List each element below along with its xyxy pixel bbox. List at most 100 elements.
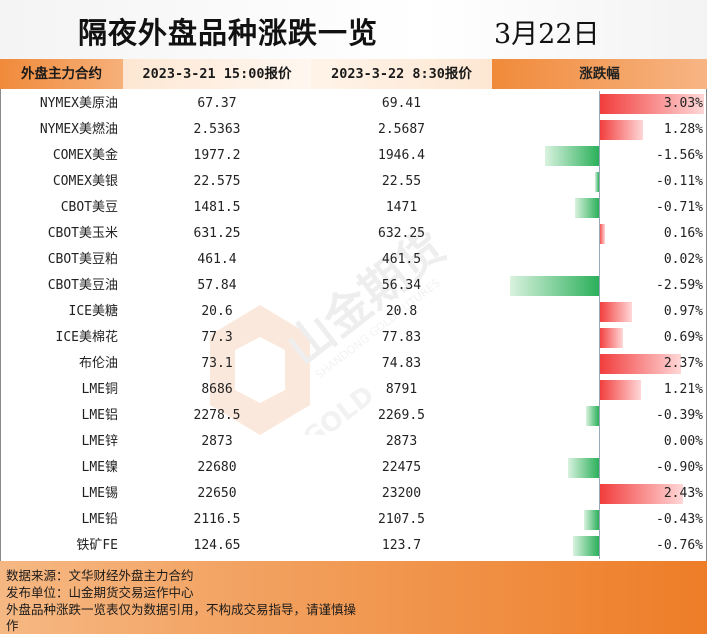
table-row: LME铜 8686 8791 1.21% [0, 377, 707, 403]
footer-publisher: 发布单位：山金期货交易运作中心 [6, 585, 194, 600]
prev-price: 22650 [197, 486, 237, 501]
prev-price: 20.6 [201, 304, 233, 319]
prev-price: 67.37 [197, 96, 237, 111]
table-row: CBOT美豆油 57.84 56.34 -2.59% [0, 273, 707, 299]
prev-price: 22680 [197, 460, 237, 475]
contract-name: ICE美糖 [68, 304, 118, 319]
table-header: 外盘主力合约 2023-3-21 15:00报价 2023-3-22 8:30报… [0, 59, 707, 89]
change-bar-positive [599, 224, 605, 244]
footer: 数据来源：文华财经外盘主力合约 发布单位：山金期货交易运作中心 外盘品种涨跌一览… [0, 561, 707, 634]
curr-price: 74.83 [381, 356, 422, 371]
table-row: COMEX美银 22.575 22.55 -0.11% [0, 169, 707, 195]
footer-disclaimer: 外盘品种涨跌一览表仅为数据引用，不构成交易指导，请谨慎操 [6, 602, 357, 617]
change-label: 2.37% [663, 356, 703, 371]
contract-name: LME锡 [81, 486, 118, 501]
prev-price: 73.1 [201, 356, 233, 371]
change-label: -2.59% [656, 278, 703, 293]
curr-price: 22475 [381, 460, 422, 475]
prev-price: 2873 [201, 434, 233, 449]
contract-name: LME铜 [81, 382, 118, 397]
table-row: CBOT美玉米 631.25 632.25 0.16% [0, 221, 707, 247]
change-bar-positive [599, 94, 704, 114]
table-row: 布伦油 73.1 74.83 2.37% [0, 351, 707, 377]
prev-price: 2.5363 [193, 122, 241, 137]
change-label: 0.97% [663, 304, 703, 319]
change-label: -0.43% [656, 512, 703, 527]
change-bar-positive [599, 354, 681, 374]
contract-name: COMEX美金 [52, 148, 118, 163]
prev-price: 461.4 [197, 252, 237, 267]
contract-name: CBOT美豆粕 [47, 252, 118, 267]
header-curr-price: 2023-3-22 8:30报价 [311, 59, 492, 89]
change-label: 0.69% [663, 330, 703, 345]
header-contract: 外盘主力合约 [0, 59, 123, 89]
change-bar-positive [599, 380, 641, 400]
contract-name: CBOT美豆油 [47, 278, 118, 293]
header-prev-price: 2023-3-21 15:00报价 [123, 59, 311, 89]
table-row: LME铝 2278.5 2269.5 -0.39% [0, 403, 707, 429]
change-bar-negative [509, 276, 599, 296]
curr-price: 2107.5 [378, 512, 425, 527]
contract-name: CBOT美豆 [60, 200, 118, 215]
change-label: 3.03% [663, 96, 703, 111]
curr-price: 2.5687 [378, 122, 425, 137]
change-label: -0.11% [656, 174, 703, 189]
change-bar-negative [545, 146, 599, 166]
table-row: NYMEX美燃油 2.5363 2.5687 1.28% [0, 117, 707, 143]
table-row: CBOT美豆粕 461.4 461.5 0.02% [0, 247, 707, 273]
curr-price: 56.34 [381, 278, 422, 293]
change-label: 0.00% [663, 434, 703, 449]
contract-name: CBOT美玉米 [47, 226, 118, 241]
contract-name: ICE美棉花 [55, 330, 118, 345]
change-bar-negative [584, 510, 599, 530]
curr-price: 461.5 [381, 252, 422, 267]
footer-disclaimer-end: 作 [6, 618, 19, 633]
contract-name: 铁矿FE [76, 538, 118, 553]
change-bar-negative [585, 406, 599, 426]
table-row: ICE美糖 20.6 20.8 0.97% [0, 299, 707, 325]
change-label: -0.71% [656, 200, 703, 215]
curr-price: 22.55 [381, 174, 422, 189]
change-bar-negative [595, 172, 599, 192]
contract-name: COMEX美银 [52, 174, 118, 189]
table-row: LME锌 2873 2873 0.00% [0, 429, 707, 455]
change-label: -0.76% [656, 538, 703, 553]
change-label: 0.16% [663, 226, 703, 241]
contract-name: LME镍 [81, 460, 118, 475]
change-label: -1.56% [656, 148, 703, 163]
title-bar: 隔夜外盘品种涨跌一览 3月22日 [0, 0, 707, 60]
table-row: CBOT美豆 1481.5 1471 -0.71% [0, 195, 707, 221]
change-bar-positive [599, 484, 683, 504]
change-label: 2.43% [663, 486, 703, 501]
curr-price: 1946.4 [378, 148, 425, 163]
curr-price: 123.7 [381, 538, 422, 553]
change-bar-negative [567, 458, 599, 478]
curr-price: 8791 [385, 382, 418, 397]
page-title: 隔夜外盘品种涨跌一览 [78, 16, 379, 50]
prev-price: 124.65 [193, 538, 241, 553]
change-bar-positive [599, 302, 633, 322]
contract-name: NYMEX美原油 [39, 96, 118, 111]
prev-price: 57.84 [197, 278, 237, 293]
prev-price: 8686 [201, 382, 233, 397]
change-bar-negative [572, 536, 599, 556]
curr-price: 77.83 [381, 330, 422, 345]
footer-source: 数据来源：文华财经外盘主力合约 [6, 568, 194, 583]
change-label: 0.02% [663, 252, 703, 267]
header-change: 涨跌幅 [492, 59, 707, 89]
curr-price: 2873 [385, 434, 418, 449]
prev-price: 77.3 [201, 330, 233, 345]
prev-price: 1977.2 [193, 148, 241, 163]
curr-price: 23200 [381, 486, 422, 501]
curr-price: 1471 [385, 200, 418, 215]
change-label: -0.39% [656, 408, 703, 423]
table-row: LME铅 2116.5 2107.5 -0.43% [0, 507, 707, 533]
report-date: 3月22日 [494, 19, 600, 50]
change-label: 1.28% [663, 122, 703, 137]
change-label: 1.21% [663, 382, 703, 397]
prev-price: 2116.5 [193, 512, 241, 527]
contract-name: LME锌 [81, 434, 118, 449]
prev-price: 22.575 [193, 174, 241, 189]
table-row: COMEX美金 1977.2 1946.4 -1.56% [0, 143, 707, 169]
prev-price: 1481.5 [193, 200, 241, 215]
